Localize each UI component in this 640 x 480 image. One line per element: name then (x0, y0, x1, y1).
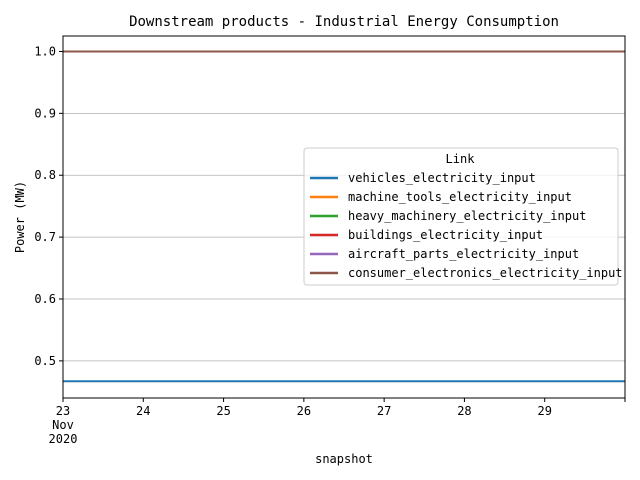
legend-items: vehicles_electricity_input machine_tools_… (310, 171, 623, 280)
legend-label: aircraft_parts_electricity_input (348, 247, 579, 261)
series-lines (63, 50, 625, 383)
chart-title: Downstream products - Industrial Energy … (129, 14, 559, 30)
y-tick-label: 0.9 (34, 106, 56, 120)
x-tick-label: Nov (52, 418, 74, 432)
legend-label: consumer_electronics_electricity_input (348, 266, 623, 280)
x-tick-label: 25 (216, 404, 230, 418)
legend-title: Link (446, 152, 476, 166)
x-tick-label: 28 (457, 404, 471, 418)
y-axis-ticks: 0.5 0.6 0.7 0.8 0.9 1.0 (34, 44, 63, 368)
x-tick-label: 2020 (49, 432, 78, 446)
x-tick-label: 26 (297, 404, 311, 418)
plot-frame (62, 35, 626, 399)
y-tick-label: 0.7 (34, 230, 56, 244)
legend-label: vehicles_electricity_input (348, 171, 536, 185)
y-tick-label: 1.0 (34, 44, 56, 58)
x-axis-label: snapshot (315, 452, 373, 466)
legend: Link vehicles_electricity_input machine_t… (303, 147, 623, 286)
legend-box (303, 147, 619, 286)
x-tick-label: 29 (537, 404, 551, 418)
x-tick-label: 27 (377, 404, 391, 418)
legend-label: buildings_electricity_input (348, 228, 543, 242)
y-axis-label: Power (MW) (13, 181, 27, 253)
x-tick-label: 24 (136, 404, 150, 418)
x-tick-label: 23 (56, 404, 70, 418)
legend-label: machine_tools_electricity_input (348, 190, 572, 204)
y-tick-label: 0.8 (34, 168, 56, 182)
y-tick-label: 0.6 (34, 292, 56, 306)
y-tick-label: 0.5 (34, 354, 56, 368)
legend-label: heavy_machinery_electricity_input (348, 209, 586, 223)
